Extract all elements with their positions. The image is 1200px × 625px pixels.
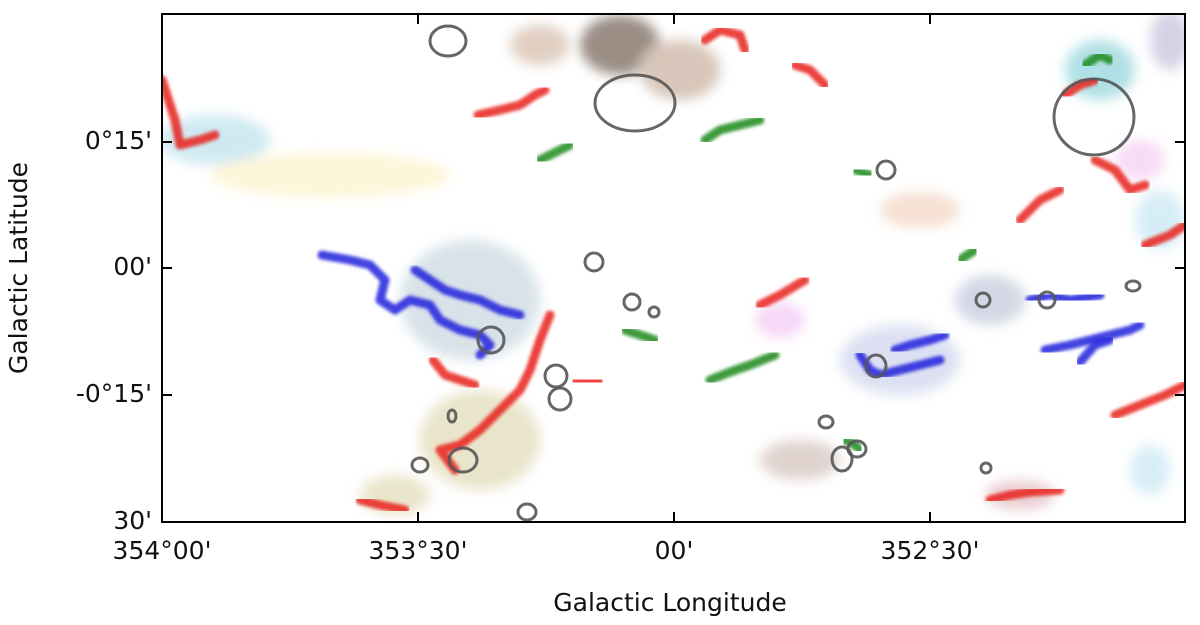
y-tick-label: -0°15' bbox=[76, 379, 152, 408]
x-tick-label: 354°00' bbox=[113, 536, 212, 565]
y-axis-label: Galactic Latitude bbox=[4, 162, 33, 374]
clumps bbox=[410, 24, 1142, 522]
y-tick-label: 00' bbox=[113, 252, 152, 281]
map-layer bbox=[162, 14, 1185, 522]
filaments-green bbox=[535, 50, 1115, 455]
x-axis-label: Galactic Longitude bbox=[553, 588, 786, 617]
x-tick-label: 353°30' bbox=[369, 536, 468, 565]
x-tick-label: 00' bbox=[655, 536, 694, 565]
y-tick-label: 0°15' bbox=[85, 126, 152, 155]
filaments-red bbox=[162, 25, 1185, 515]
y-tick-label: 30' bbox=[113, 506, 152, 535]
background-emission bbox=[162, 14, 1185, 515]
x-tick-label: 352°30' bbox=[881, 536, 980, 565]
